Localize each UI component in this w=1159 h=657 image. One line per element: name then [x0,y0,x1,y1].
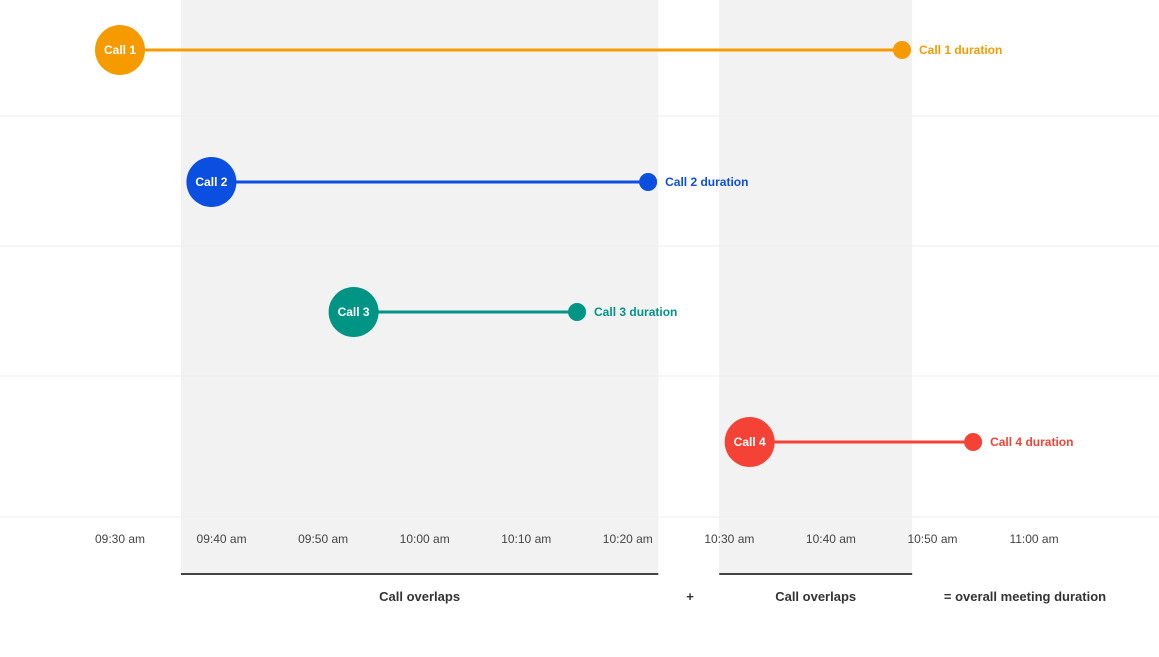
call-label: Call 1 [104,43,136,57]
call-end-marker [964,433,983,451]
x-tick-label: 09:40 am [197,532,247,546]
call-label: Call 4 [734,435,766,449]
x-tick-label: 09:30 am [95,532,145,546]
call-label: Call 3 [338,305,370,319]
call-duration-label: Call 3 duration [594,305,677,319]
x-tick-label: 10:10 am [501,532,551,546]
call-duration-label: Call 1 duration [919,43,1002,57]
call-end-marker [893,41,912,59]
x-tick-label: 11:00 am [1009,532,1058,546]
x-tick-label: 10:50 am [907,532,957,546]
call-duration-label: Call 2 duration [665,175,748,189]
x-tick-label: 09:50 am [298,532,348,546]
x-tick-label: 10:00 am [400,532,450,546]
overall-duration-label: = overall meeting duration [944,589,1106,604]
call-label: Call 2 [195,175,227,189]
overlap-label: Call overlaps [775,589,856,604]
x-tick-label: 10:30 am [704,532,754,546]
overlap-band [180,0,659,574]
call-start-marker [186,157,237,207]
x-tick-label: 10:20 am [603,532,653,546]
call-start-marker [95,25,145,75]
overlap-label: Call overlaps [379,589,460,604]
call-duration-label: Call 4 duration [990,435,1073,449]
call-end-marker [639,173,658,191]
plus-sign: + [686,589,694,604]
x-tick-label: 10:40 am [806,532,856,546]
overlap-band [719,0,913,574]
call-start-marker [328,287,379,337]
call-end-marker [568,303,587,321]
call-start-marker [724,417,775,467]
